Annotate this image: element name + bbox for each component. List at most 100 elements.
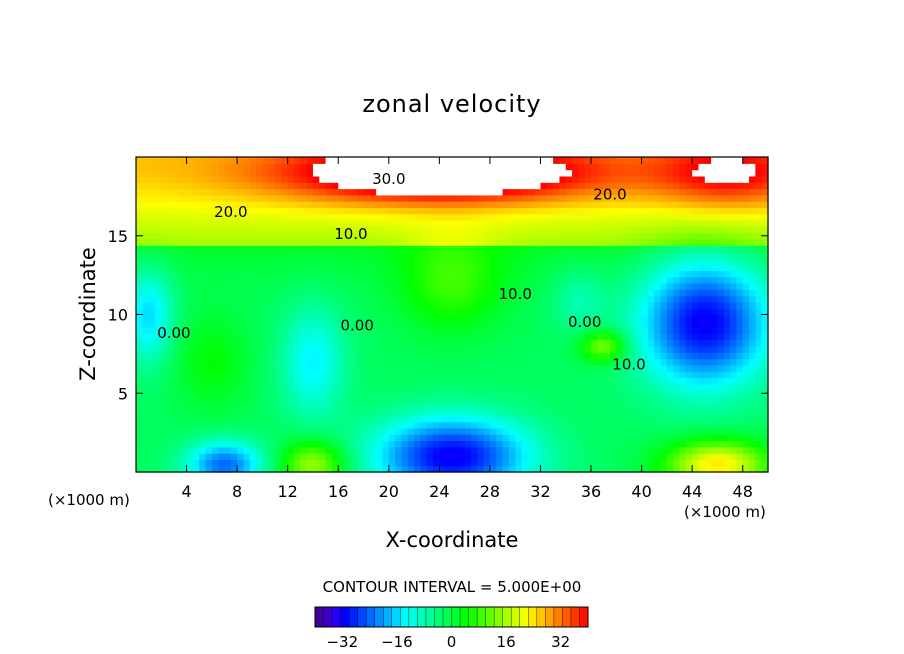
heatmap-cell <box>382 301 390 309</box>
heatmap-cell <box>603 390 611 397</box>
heatmap-cell <box>180 169 188 177</box>
heatmap-cell <box>363 352 371 360</box>
heatmap-cell <box>224 427 232 435</box>
heatmap-cell <box>180 157 188 164</box>
heatmap-cell <box>306 339 314 347</box>
heatmap-cell <box>306 346 314 353</box>
heatmap-cell <box>426 301 434 309</box>
heatmap-cell <box>382 390 390 397</box>
heatmap-cell <box>433 264 440 271</box>
heatmap-cell <box>597 301 605 309</box>
heatmap-cell <box>749 301 756 309</box>
heatmap-cell <box>458 327 466 334</box>
heatmap-cell <box>749 339 756 347</box>
heatmap-cell <box>628 383 636 391</box>
heatmap-cell <box>136 245 143 253</box>
heatmap-cell <box>578 358 586 366</box>
heatmap-cell <box>237 453 245 460</box>
heatmap-cell <box>761 308 769 316</box>
heatmap-cell <box>698 440 706 448</box>
heatmap-cell <box>502 245 510 253</box>
heatmap-cell <box>331 276 339 284</box>
heatmap-cell <box>338 289 346 297</box>
heatmap-cell <box>641 301 649 309</box>
heatmap-cell <box>325 459 333 467</box>
heatmap-cell <box>458 427 466 435</box>
heatmap-cell <box>508 390 516 397</box>
heatmap-cell <box>287 421 295 429</box>
heatmap-cell <box>262 427 270 435</box>
heatmap-cell <box>628 377 636 385</box>
heatmap-cell <box>344 346 352 353</box>
heatmap-cell <box>546 201 554 208</box>
heatmap-cell <box>666 446 674 454</box>
heatmap-cell <box>736 264 744 271</box>
heatmap-cell <box>211 320 219 328</box>
heatmap-cell <box>616 314 624 322</box>
heatmap-cell <box>287 346 295 353</box>
heatmap-cell <box>281 264 289 271</box>
heatmap-cell <box>508 264 516 271</box>
heatmap-cell <box>559 396 567 404</box>
heatmap-cell <box>439 409 447 416</box>
heatmap-cell <box>540 390 548 397</box>
heatmap-cell <box>338 453 346 460</box>
heatmap-cell <box>237 352 245 360</box>
heatmap-cell <box>711 402 719 410</box>
heatmap-cell <box>199 364 207 372</box>
heatmap-cell <box>344 207 352 215</box>
heatmap-cell <box>730 390 737 397</box>
heatmap-cell <box>256 390 263 397</box>
heatmap-cell <box>218 308 226 316</box>
heatmap-cell <box>755 169 763 177</box>
heatmap-cell <box>515 320 523 328</box>
heatmap-cell <box>306 390 314 397</box>
heatmap-cell <box>584 421 592 429</box>
heatmap-cell <box>628 251 636 259</box>
heatmap-cell <box>161 169 169 177</box>
heatmap-cell <box>540 245 548 253</box>
heatmap-cell <box>464 390 472 397</box>
heatmap-cell <box>610 251 617 259</box>
heatmap-cell <box>470 333 478 341</box>
heatmap-cell <box>673 377 681 385</box>
heatmap-cell <box>173 220 181 227</box>
heatmap-cell <box>483 301 491 309</box>
heatmap-cell <box>628 314 636 322</box>
heatmap-cell <box>452 201 459 208</box>
heatmap-cell <box>312 339 320 347</box>
heatmap-cell <box>559 339 567 347</box>
heatmap-cell <box>717 276 725 284</box>
heatmap-cell <box>483 169 491 177</box>
heatmap-cell <box>230 339 238 347</box>
heatmap-cell <box>439 169 447 177</box>
heatmap-cell <box>211 383 219 391</box>
heatmap-cell <box>243 283 251 290</box>
heatmap-cell <box>483 383 491 391</box>
heatmap-cell <box>654 377 662 385</box>
heatmap-cell <box>458 283 466 290</box>
heatmap-cell <box>325 352 333 360</box>
heatmap-cell <box>192 339 200 347</box>
heatmap-cell <box>755 358 763 366</box>
heatmap-cell <box>508 289 516 297</box>
heatmap-cell <box>249 390 257 397</box>
heatmap-cell <box>294 358 301 366</box>
heatmap-cell <box>199 188 207 196</box>
heatmap-cell <box>483 270 491 278</box>
heatmap-cell <box>578 327 586 334</box>
heatmap-cell <box>654 264 662 271</box>
heatmap-cell <box>439 446 447 454</box>
heatmap-cell <box>401 453 409 460</box>
heatmap-cell <box>458 213 466 221</box>
heatmap-cell <box>717 295 725 303</box>
heatmap-cell <box>249 283 257 290</box>
heatmap-cell <box>395 459 403 467</box>
heatmap-cell <box>736 421 744 429</box>
heatmap-cell <box>173 459 181 467</box>
heatmap-cell <box>628 207 636 215</box>
heatmap-cell <box>426 169 434 177</box>
heatmap-cell <box>635 390 643 397</box>
heatmap-cell <box>407 421 415 429</box>
heatmap-cell <box>230 169 238 177</box>
